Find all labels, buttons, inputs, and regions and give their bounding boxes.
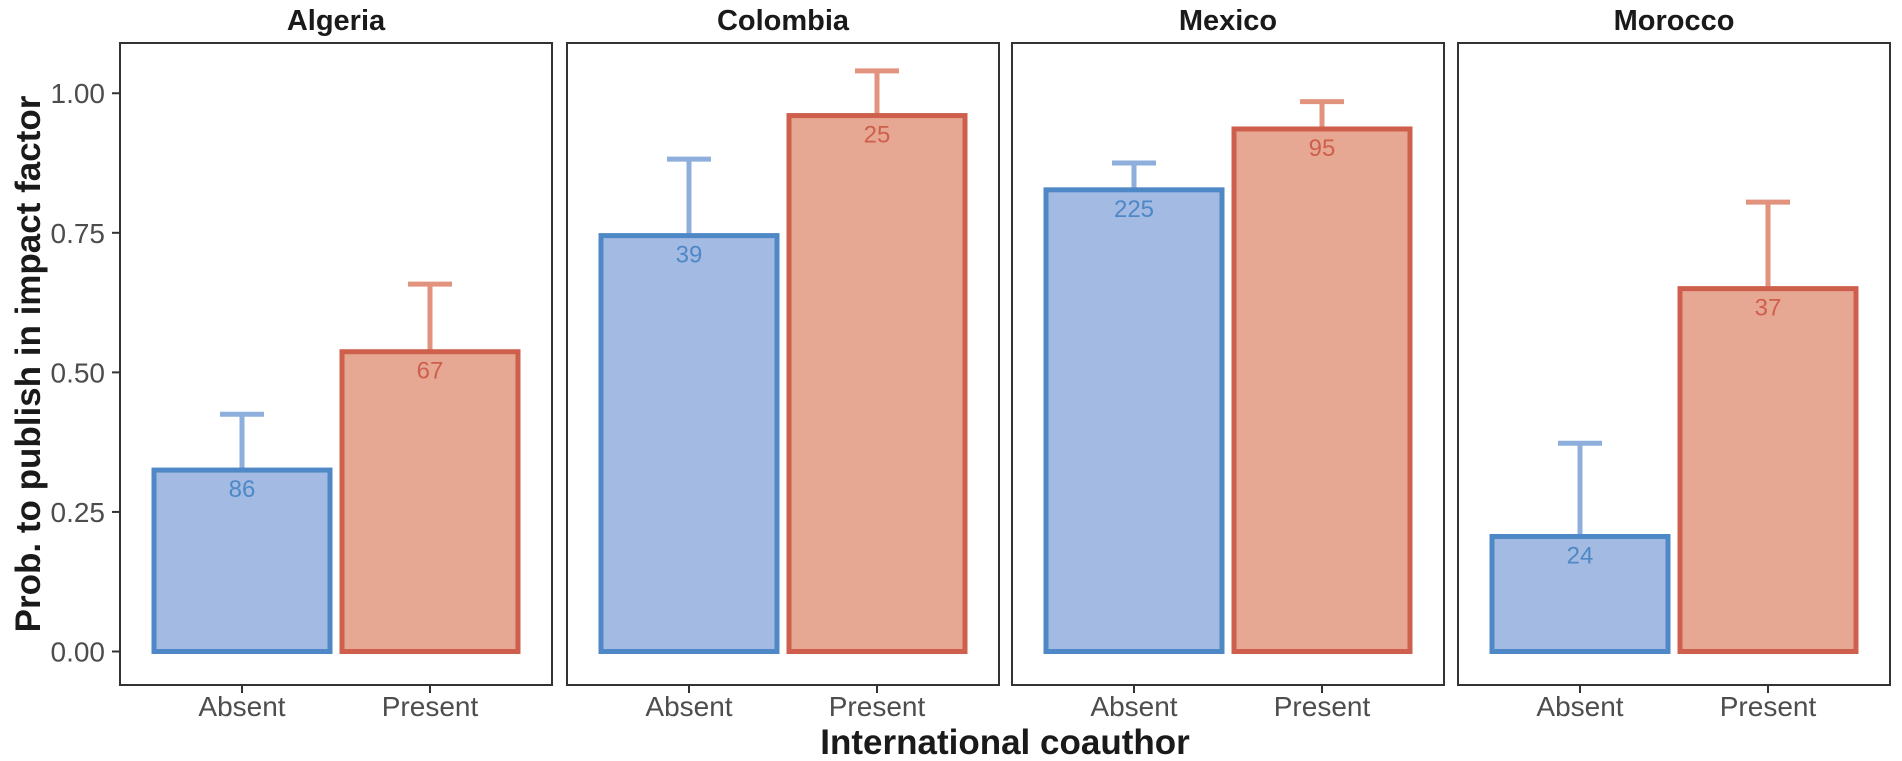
bar-colombia-present: [786, 113, 968, 655]
bar-count-label: 86: [229, 476, 256, 503]
bar-mexico-absent: [1043, 187, 1225, 655]
bar-count-label: 37: [1755, 295, 1782, 322]
x-tick-label: Absent: [645, 691, 732, 722]
bar-algeria-present: [339, 349, 521, 655]
bar-morocco-present: [1677, 286, 1859, 655]
bar-colombia-absent: [598, 233, 780, 655]
x-axis-title: International coauthor: [820, 723, 1190, 761]
bar-algeria-absent: [151, 467, 333, 655]
bar-morocco-absent: [1489, 534, 1671, 655]
y-tick-label: 1.00: [51, 78, 106, 109]
x-tick-label: Absent: [1090, 691, 1177, 722]
y-axis-title: Prob. to publish in impact factor: [9, 95, 48, 632]
panel-border: [566, 42, 1000, 686]
bar-count-label: 39: [676, 242, 703, 269]
panel-border: [119, 42, 553, 686]
bar-count-label: 67: [417, 358, 444, 385]
y-tick-label: 0.50: [51, 357, 106, 388]
y-tick-label: 0.25: [51, 497, 106, 528]
x-tick-label: Present: [1720, 691, 1817, 722]
bar-count-label: 24: [1567, 543, 1594, 570]
y-tick-label: 0.75: [51, 218, 106, 249]
bar-count-label: 25: [864, 122, 891, 149]
y-tick-label: 0.00: [51, 637, 106, 668]
x-tick-label: Present: [1274, 691, 1371, 722]
bar-count-label: 225: [1114, 196, 1154, 223]
facet-title: Mexico: [1179, 5, 1277, 37]
facet-title: Algeria: [287, 5, 386, 37]
panel-border: [1457, 42, 1891, 686]
x-tick-label: Absent: [198, 691, 285, 722]
facet-title: Colombia: [717, 5, 850, 37]
bar-mexico-present: [1231, 126, 1413, 655]
x-tick-label: Present: [829, 691, 926, 722]
bar-count-label: 95: [1309, 135, 1336, 162]
facet-title: Morocco: [1614, 5, 1735, 37]
x-tick-label: Present: [382, 691, 479, 722]
panel-border: [1011, 42, 1445, 686]
x-tick-label: Absent: [1536, 691, 1623, 722]
